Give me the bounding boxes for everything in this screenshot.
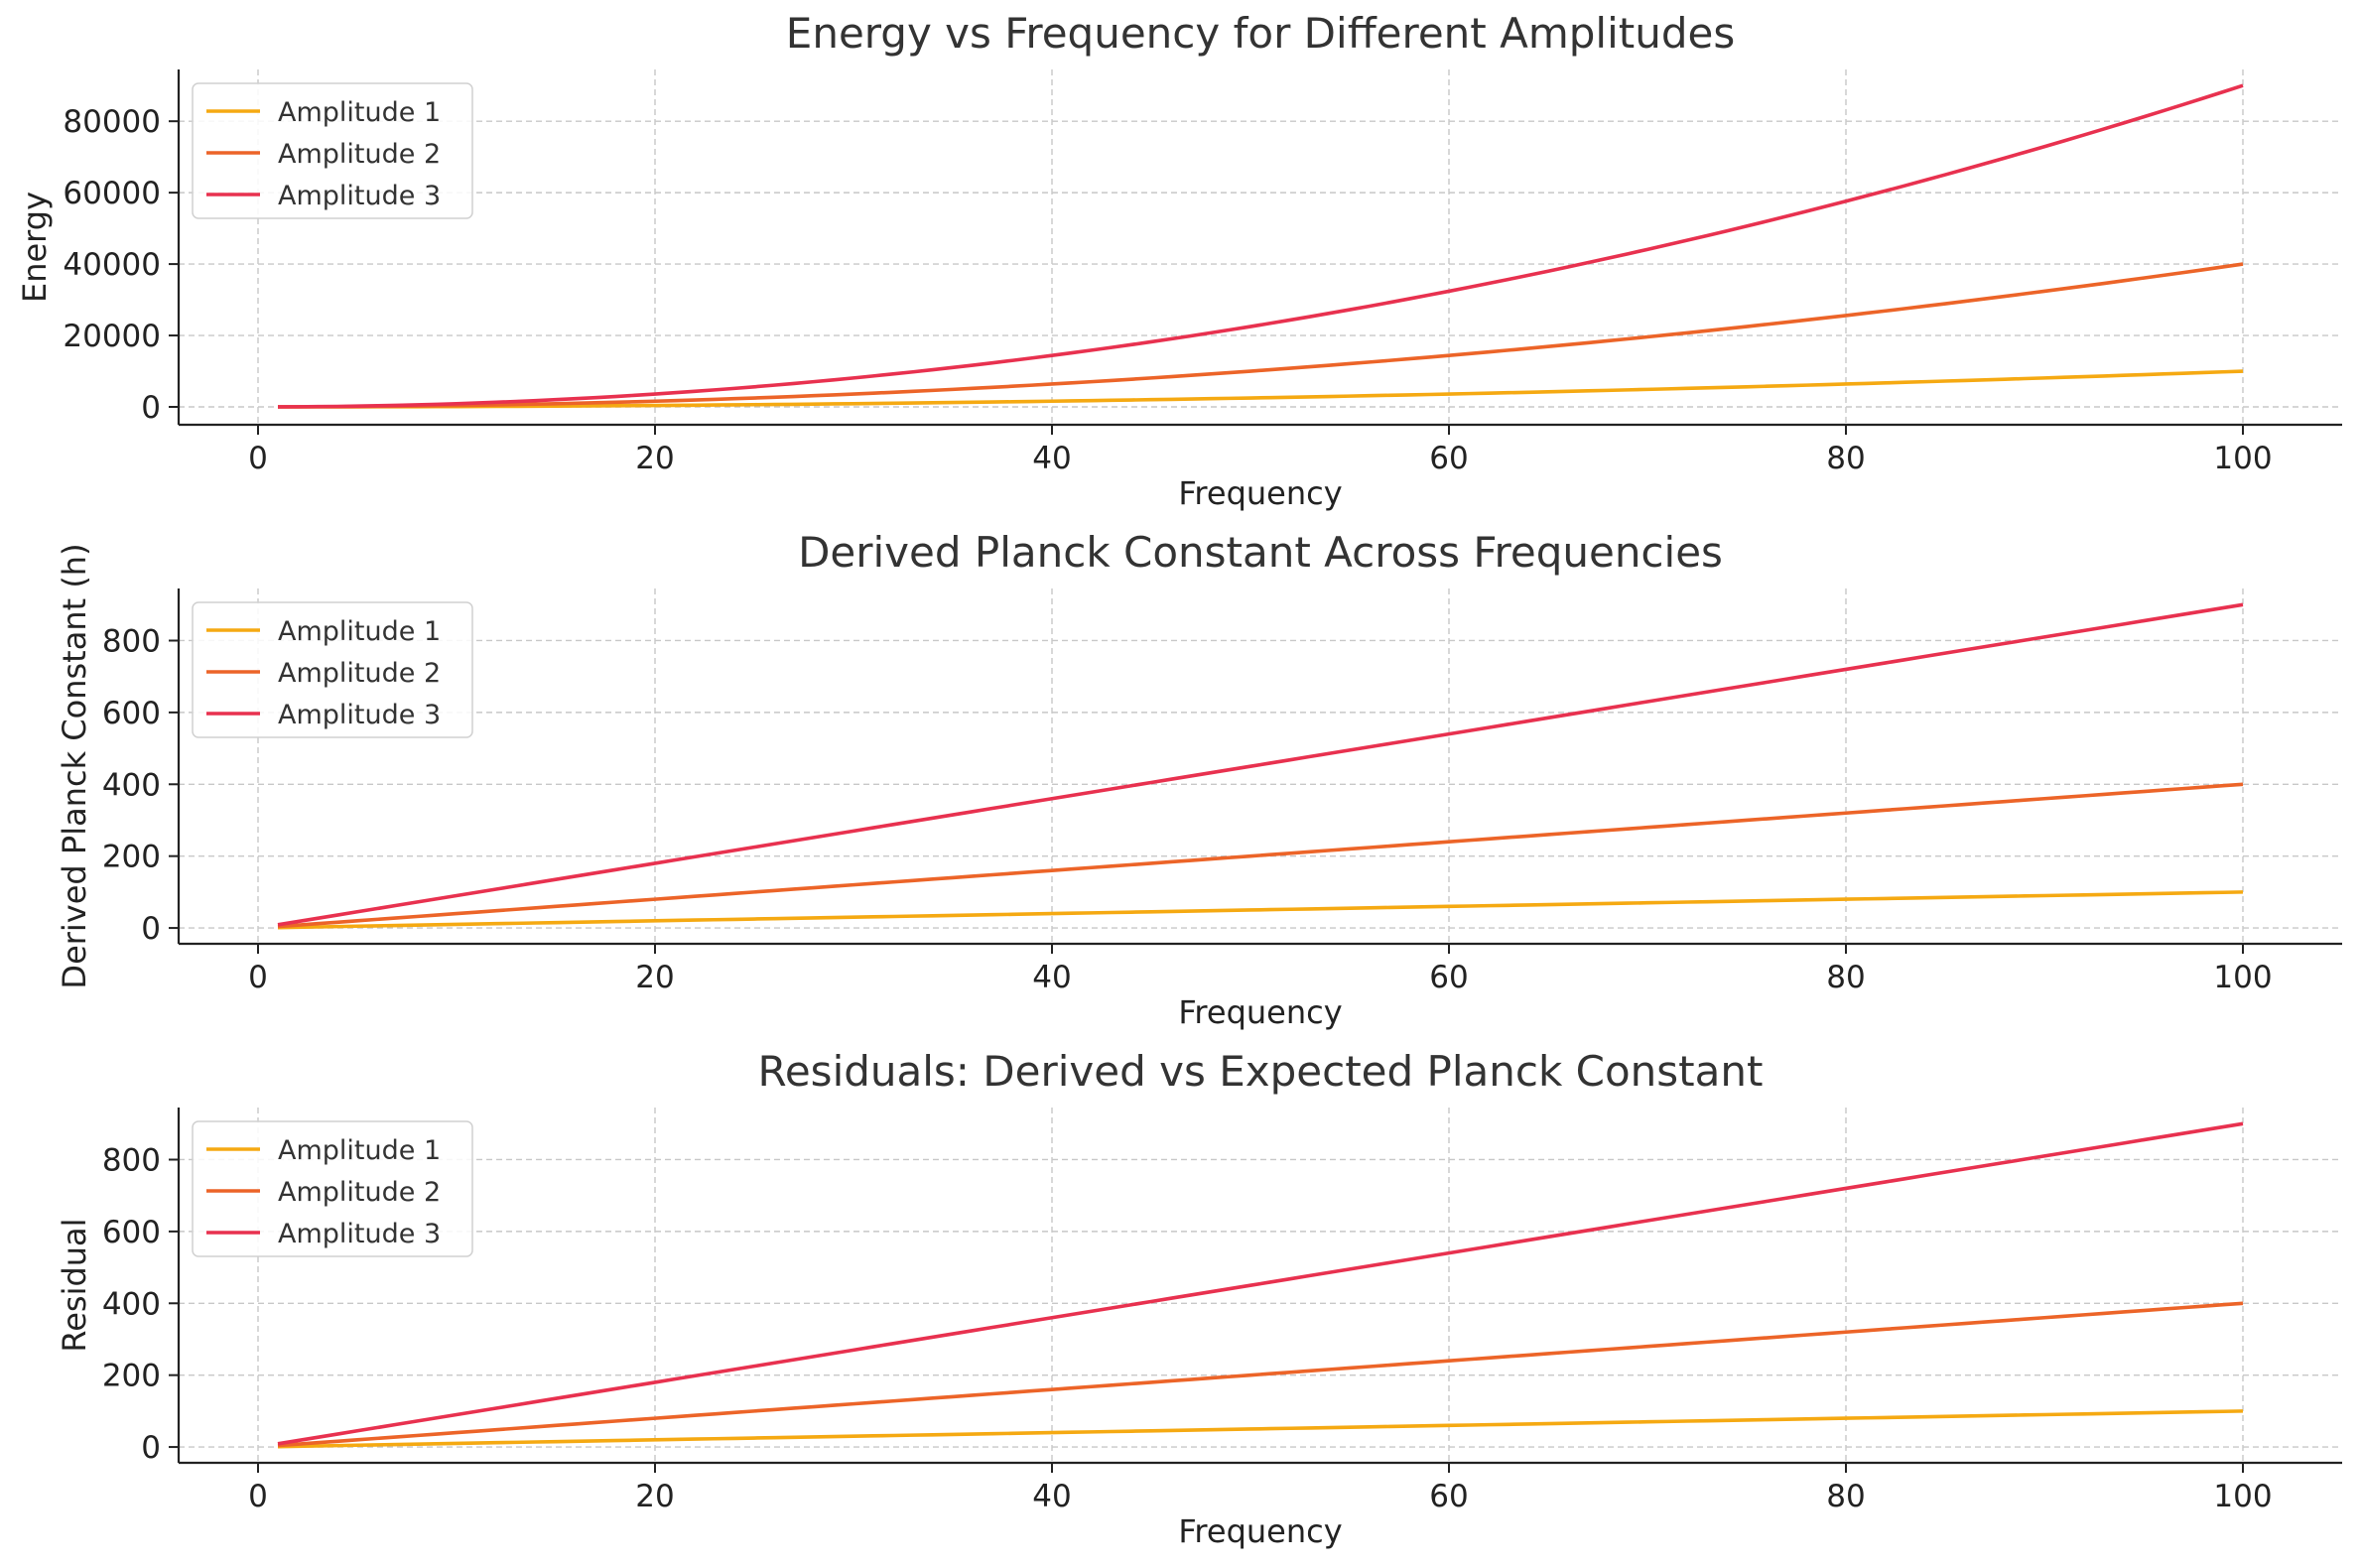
y-tick-label: 20000 [63,319,161,354]
x-axis-label: Frequency [1178,1512,1342,1550]
legend-label: Amplitude 2 [278,139,441,170]
legend-box [192,82,473,219]
x-tick-label: 80 [1826,1479,1865,1514]
x-tick-label: 60 [1429,1479,1468,1514]
x-tick-label: 40 [1032,1479,1071,1514]
legend-label: Amplitude 3 [278,700,441,730]
x-tick-label: 0 [248,441,268,476]
y-axis-label: Derived Planck Constant (h) [56,543,93,988]
y-tick-label: 800 [102,1142,161,1178]
legend-label: Amplitude 3 [278,1219,441,1249]
series-line-amplitude-1 [277,1409,2244,1449]
chart-energy-vs-frequency: Energy vs Frequency for Different Amplit… [16,9,2342,512]
y-tick-label: 80000 [63,104,161,140]
series-line-amplitude-1 [277,369,2244,409]
series-line-amplitude-3 [277,1121,2244,1446]
legend-label: Amplitude 1 [278,616,441,647]
y-tick-label: 0 [141,390,161,426]
series-line-amplitude-1 [277,890,2244,930]
x-tick-label: 80 [1826,960,1865,995]
series-line-amplitude-2 [277,262,2244,409]
legend: Amplitude 1 Amplitude 2 Amplitude 3 [192,82,473,219]
y-tick-label: 600 [102,696,161,731]
series-line-amplitude-3 [277,83,2244,409]
series-line-amplitude-3 [277,602,2244,927]
x-tick-label: 60 [1429,441,1468,476]
x-tick-label: 100 [2213,960,2272,995]
legend: Amplitude 1 Amplitude 2 Amplitude 3 [192,601,473,738]
y-tick-label: 40000 [63,247,161,283]
legend-label: Amplitude 1 [278,1135,441,1166]
y-tick-label: 800 [102,623,161,659]
x-tick-label: 40 [1032,960,1071,995]
chart-title: Energy vs Frequency for Different Amplit… [786,9,1735,58]
x-tick-label: 100 [2213,441,2272,476]
series-line-amplitude-2 [277,1301,2244,1448]
x-axis-label: Frequency [1178,474,1342,512]
legend-label: Amplitude 3 [278,181,441,211]
legend-label: Amplitude 1 [278,97,441,128]
y-tick-label: 400 [102,767,161,803]
legend-box [192,601,473,738]
y-tick-label: 600 [102,1215,161,1250]
legend-label: Amplitude 2 [278,658,441,689]
y-axis-label: Residual [56,1218,93,1352]
y-tick-label: 200 [102,840,161,875]
legend-box [192,1120,473,1257]
legend: Amplitude 1 Amplitude 2 Amplitude 3 [192,1120,473,1257]
y-tick-label: 60000 [63,176,161,211]
x-tick-label: 0 [248,1479,268,1514]
x-tick-label: 80 [1826,441,1865,476]
series-line-amplitude-2 [277,782,2244,929]
chart-residuals: Residuals: Derived vs Expected Planck Co… [56,1047,2342,1550]
x-tick-label: 100 [2213,1479,2272,1514]
chart-title: Derived Planck Constant Across Frequenci… [798,528,1723,577]
y-tick-label: 200 [102,1359,161,1394]
chart-title: Residuals: Derived vs Expected Planck Co… [758,1047,1764,1096]
x-tick-label: 0 [248,960,268,995]
y-axis-label: Energy [16,192,54,303]
y-tick-label: 0 [141,1430,161,1466]
x-tick-label: 40 [1032,441,1071,476]
x-tick-label: 20 [635,1479,674,1514]
legend-label: Amplitude 2 [278,1177,441,1208]
chart-derived-planck-constant: Derived Planck Constant Across Frequenci… [56,528,2342,1031]
x-tick-label: 20 [635,960,674,995]
x-tick-label: 60 [1429,960,1468,995]
y-tick-label: 0 [141,911,161,947]
x-tick-label: 20 [635,441,674,476]
y-tick-label: 400 [102,1286,161,1322]
x-axis-label: Frequency [1178,993,1342,1031]
